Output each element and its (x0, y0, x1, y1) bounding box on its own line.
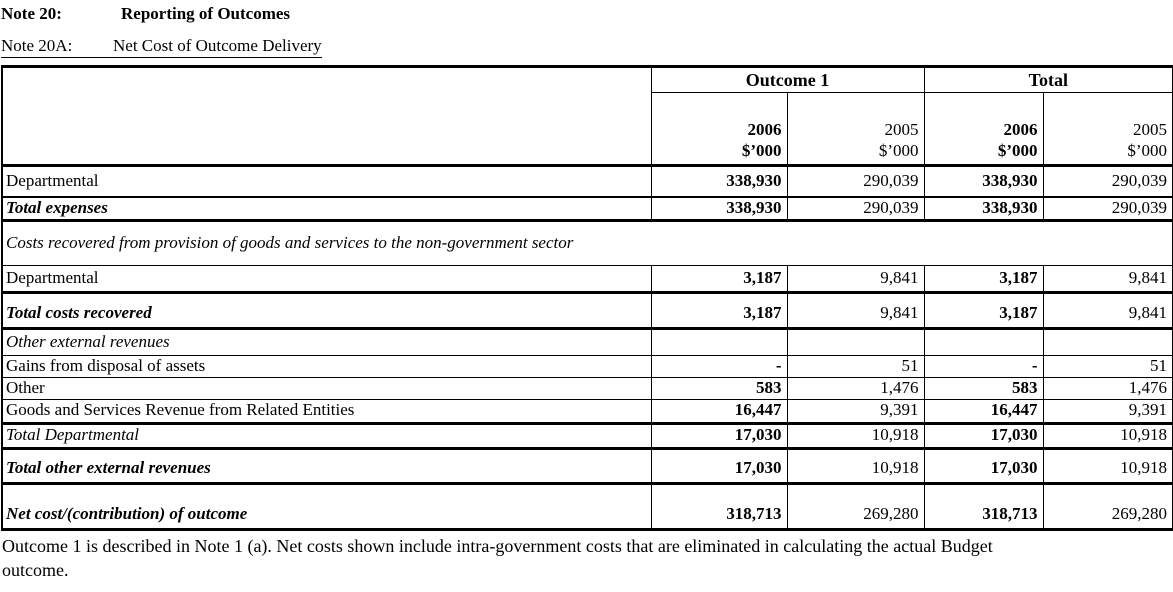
column-group-outcome1: Outcome 1 (650, 66, 925, 93)
row-label: Gains from disposal of assets (2, 355, 651, 378)
value-cell: 17,030 (650, 448, 787, 485)
label-column-header (2, 66, 651, 167)
year-label: 2006 (1003, 120, 1038, 139)
note-subtitle-label: Note 20A: (1, 36, 73, 55)
value-cell: 318,713 (650, 483, 787, 531)
value-cell: - (650, 355, 787, 378)
row-label: Other (2, 377, 651, 400)
table-body: Departmental 338,930 290,039 338,930 290,039… (2, 165, 1173, 531)
note-title-text: Reporting of Outcomes (121, 4, 291, 23)
value-cell: 3,187 (923, 292, 1044, 330)
row-label: Departmental (2, 265, 651, 294)
value-cell: 290,039 (1042, 196, 1173, 222)
row-label: Other external revenues (2, 328, 651, 356)
value-cell: 16,447 (923, 399, 1044, 425)
column-header-total-2006: 2006 $’000 (923, 92, 1044, 167)
unit-label: $’000 (741, 141, 782, 160)
value-cell: 3,187 (650, 265, 787, 294)
table-row: Other external revenues (2, 328, 1173, 356)
note-title: Note 20: Reporting of Outcomes (1, 4, 1173, 24)
value-cell: 1,476 (1042, 377, 1173, 400)
value-cell: 9,391 (1042, 399, 1173, 425)
value-cell: 17,030 (923, 423, 1044, 450)
row-label: Total other external revenues (2, 448, 651, 485)
table-row: Costs recovered from provision of goods … (2, 220, 1173, 266)
footnote-line-2: outcome. (2, 559, 69, 580)
value-cell: - (923, 355, 1044, 378)
table-row: Total costs recovered 3,187 9,841 3,187 9,84… (2, 292, 1173, 330)
value-cell: 9,841 (1042, 292, 1173, 330)
value-cell: 9,841 (786, 292, 925, 330)
note-title-label: Note 20: (1, 4, 62, 23)
value-cell (923, 328, 1044, 356)
table-row: Total Departmental 17,030 10,918 17,030 10,9… (2, 423, 1173, 450)
table-row: Net cost/(contribution) of outcome 318,71… (2, 483, 1173, 531)
column-header-outcome1-2006: 2006 $’000 (650, 92, 787, 167)
table-row: Goods and Services Revenue from Related … (2, 399, 1173, 425)
year-label: 2005 (1133, 120, 1168, 139)
value-cell: 10,918 (786, 448, 925, 485)
table-header: Outcome 1 Total 2006 $’000 2005 $’000 2006 $’… (2, 66, 1173, 167)
value-cell: 9,391 (786, 399, 925, 425)
table-row: Departmental 3,187 9,841 3,187 9,841 (2, 265, 1173, 294)
value-cell: 338,930 (923, 196, 1044, 222)
unit-label: $’000 (878, 141, 919, 160)
value-cell: 338,930 (650, 196, 787, 222)
value-cell: 51 (786, 355, 925, 378)
row-label: Goods and Services Revenue from Related … (2, 399, 651, 425)
column-group-total: Total (923, 66, 1173, 93)
table-row: Departmental 338,930 290,039 338,930 290,039 (2, 165, 1173, 198)
value-cell: 290,039 (786, 196, 925, 222)
note-subtitle: Note 20A: Net Cost of Outcome Delivery (1, 36, 1173, 58)
value-cell: 17,030 (650, 423, 787, 450)
footnote-line-1: Outcome 1 is described in Note 1 (a). Ne… (2, 535, 993, 556)
year-label: 2006 (747, 120, 782, 139)
footnote: Outcome 1 is described in Note 1 (a). Ne… (1, 534, 1173, 582)
value-cell: 3,187 (650, 292, 787, 330)
value-cell: 1,476 (786, 377, 925, 400)
value-cell: 269,280 (1042, 483, 1173, 531)
value-cell (1042, 328, 1173, 356)
row-label: Net cost/(contribution) of outcome (2, 483, 651, 531)
value-cell: 10,918 (1042, 423, 1173, 450)
value-cell: 338,930 (650, 165, 787, 198)
table-row: Other 583 1,476 583 1,476 (2, 377, 1173, 400)
value-cell (786, 328, 925, 356)
column-subheader-row: 2006 $’000 2005 $’000 2006 $’000 2005 $’000 (2, 92, 1173, 167)
section-row-label: Costs recovered from provision of goods … (2, 220, 1173, 266)
table-row: Total other external revenues 17,030 10,91… (2, 448, 1173, 485)
value-cell: 290,039 (1042, 165, 1173, 198)
row-label: Total Departmental (2, 423, 651, 450)
column-header-total-2005: 2005 $’000 (1042, 92, 1173, 167)
value-cell: 9,841 (1042, 265, 1173, 294)
value-cell: 583 (923, 377, 1044, 400)
column-group-row: Outcome 1 Total (2, 66, 1173, 167)
row-label: Departmental (2, 165, 651, 198)
value-cell: 290,039 (786, 165, 925, 198)
value-cell: 10,918 (1042, 448, 1173, 485)
note-subtitle-text: Net Cost of Outcome Delivery (113, 36, 322, 55)
value-cell: 338,930 (923, 165, 1044, 198)
table-row: Total expenses 338,930 290,039 338,930 290,0… (2, 196, 1173, 222)
year-label: 2005 (884, 120, 919, 139)
value-cell: 51 (1042, 355, 1173, 378)
value-cell: 17,030 (923, 448, 1044, 485)
note-subtitle-underline: Note 20A: Net Cost of Outcome Delivery (1, 36, 322, 58)
value-cell: 583 (650, 377, 787, 400)
value-cell: 318,713 (923, 483, 1044, 531)
value-cell: 16,447 (650, 399, 787, 425)
value-cell (650, 328, 787, 356)
value-cell: 269,280 (786, 483, 925, 531)
unit-label: $’000 (997, 141, 1038, 160)
value-cell: 3,187 (923, 265, 1044, 294)
unit-label: $’000 (1127, 141, 1168, 160)
net-cost-of-outcome-table: Outcome 1 Total 2006 $’000 2005 $’000 2006 $’… (1, 65, 1173, 531)
row-label: Total expenses (2, 196, 651, 222)
row-label: Total costs recovered (2, 292, 651, 330)
table-row: Gains from disposal of assets -51-51 (2, 355, 1173, 378)
value-cell: 10,918 (786, 423, 925, 450)
column-header-outcome1-2005: 2005 $’000 (786, 92, 925, 167)
value-cell: 9,841 (786, 265, 925, 294)
